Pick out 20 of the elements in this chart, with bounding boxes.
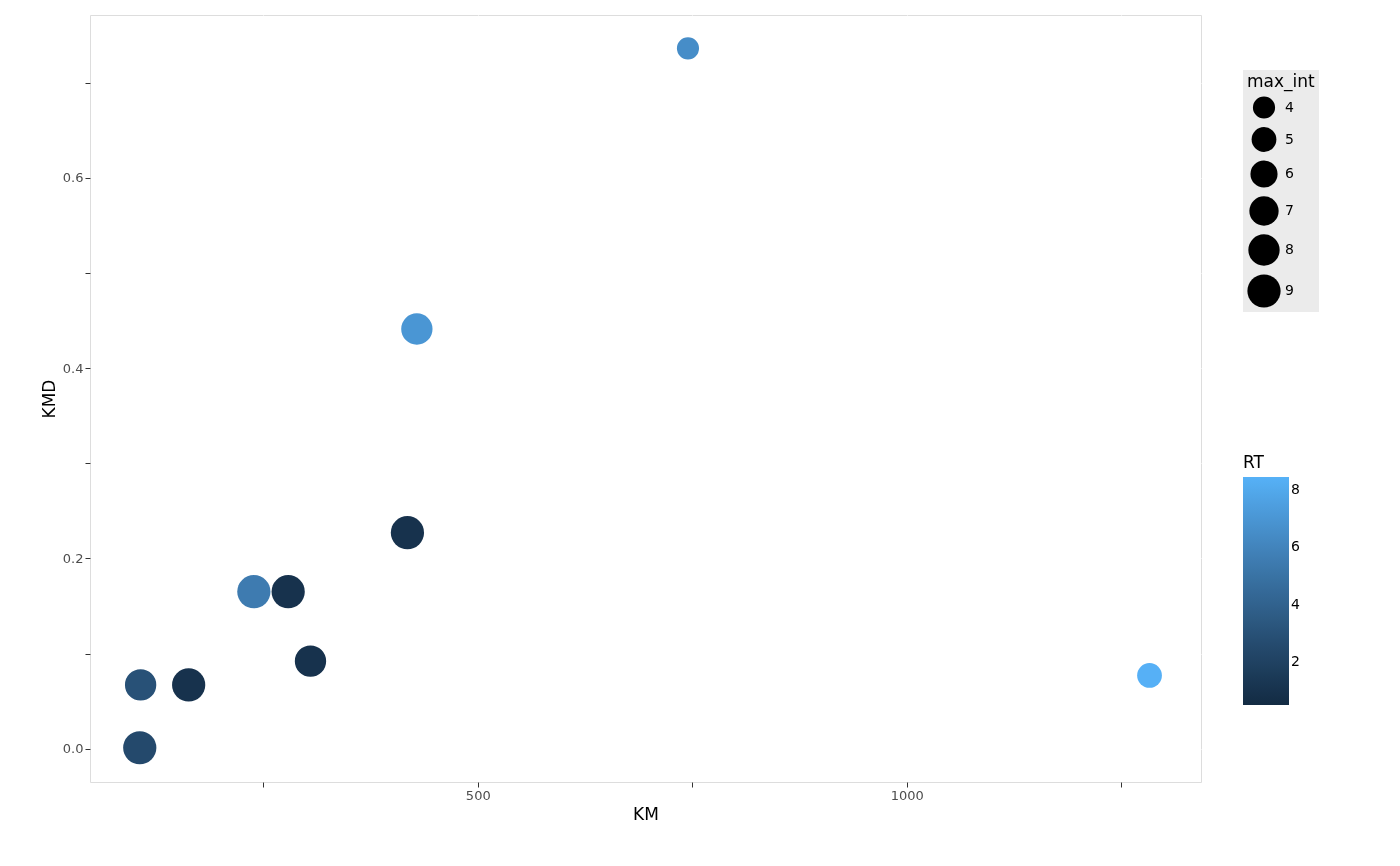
color-bar-label: 2: [1291, 652, 1300, 669]
legend-label: 6: [1285, 165, 1294, 181]
y-axis-title: KMD: [38, 379, 59, 419]
x-tick-label: 1000: [890, 787, 924, 803]
legend-label: 9: [1285, 282, 1294, 298]
y-tick-label: 0.6: [62, 170, 84, 186]
color-bar-label: 6: [1291, 538, 1300, 555]
y-tick-label: 0.0: [62, 741, 84, 757]
legend-label: 4: [1285, 98, 1294, 115]
x-tick-label: 500: [465, 787, 491, 803]
color-bar-label: 8: [1291, 480, 1300, 497]
y-tick-label: 0.2: [62, 550, 84, 566]
legend-label: 7: [1285, 202, 1294, 218]
legend-label: 8: [1285, 241, 1294, 257]
legend-title: max_int: [1247, 71, 1316, 92]
legend-label: 5: [1285, 130, 1294, 147]
y-tick-label: 0.4: [62, 360, 84, 376]
color-bar-title: RT: [1243, 452, 1265, 472]
x-axis-title: KM: [633, 803, 659, 824]
color-bar-label: 4: [1291, 595, 1300, 612]
